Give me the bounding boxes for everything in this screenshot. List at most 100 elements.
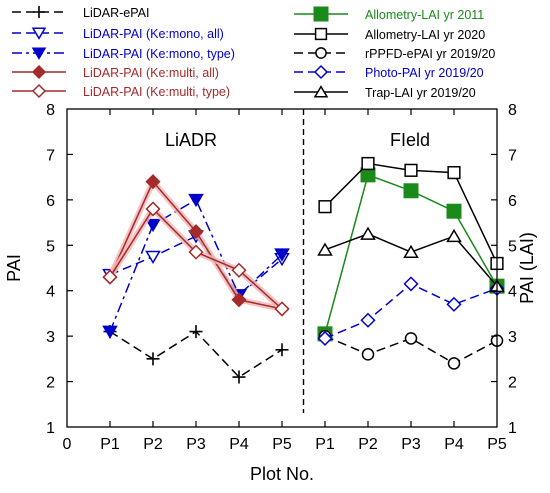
data-point-0-0-1 <box>146 352 160 366</box>
x-tick-label: P4 <box>444 436 464 453</box>
x-tick-label: P1 <box>315 436 335 453</box>
legend-marker <box>313 6 329 22</box>
data-point-0-4-3 <box>231 262 247 278</box>
x-tick-label: P3 <box>186 436 206 453</box>
legend-label: Trap-LAI yr 2019/20 <box>365 86 476 100</box>
data-point-1-3-3 <box>446 296 462 312</box>
y-tick-label-left: 3 <box>46 329 55 346</box>
data-point-0-2-2 <box>188 193 204 208</box>
y-tick-label-left: 8 <box>46 102 55 119</box>
legend-item-1-2: rPPFD-ePAI yr 2019/20 <box>294 47 495 61</box>
data-point-0-3-3 <box>231 292 247 308</box>
data-point-1-2-1 <box>361 348 375 361</box>
legend-label: rPPFD-ePAI yr 2019/20 <box>365 47 495 61</box>
legend-marker <box>314 27 328 41</box>
data-point-0-4-4 <box>274 301 290 317</box>
y-tick-label-right: 4 <box>508 284 517 301</box>
data-point-1-4-3 <box>446 228 462 243</box>
data-point-0-4-2 <box>188 244 204 260</box>
series-line-0-0 <box>109 330 283 378</box>
plot-area <box>102 156 505 384</box>
legend-marker <box>33 6 45 18</box>
x-tick-label: 0 <box>63 436 72 453</box>
legend-marker <box>313 64 329 80</box>
data-point-0-3-1 <box>145 174 161 190</box>
legend-marker <box>315 47 327 59</box>
x-tick-label: P2 <box>358 436 378 453</box>
data-point-1-4-1 <box>360 226 376 240</box>
data-point-0-4-0 <box>102 269 118 285</box>
data-point-1-1-3 <box>447 166 461 180</box>
legend-item-1-0: Allometry-LAI yr 2011 <box>294 6 484 22</box>
y-axis-title-right: PAI (LAI) <box>517 232 537 304</box>
legend-item-1-3: Photo-PAI yr 2019/20 <box>294 64 484 80</box>
y-axis-title-left: PAI <box>4 254 24 282</box>
y-tick-label-right: 8 <box>508 102 517 119</box>
data-point-1-2-2 <box>404 332 418 345</box>
data-point-0-3-2 <box>188 224 204 240</box>
legend-marker <box>31 47 47 60</box>
data-point-0-2-0 <box>102 325 118 339</box>
legend-label: LiDAR-PAI (Ke:multi, all) <box>83 66 219 80</box>
data-point-1-4-2 <box>403 244 419 259</box>
y-tick-label-right: 5 <box>508 238 517 255</box>
legend-marker <box>31 27 47 40</box>
plot-frame <box>66 108 498 428</box>
data-point-0-2-1 <box>145 218 161 233</box>
data-point-1-3-2 <box>403 276 419 292</box>
series-line-1-3 <box>324 283 498 340</box>
legend-label: Allometry-LAI yr 2020 <box>365 28 485 42</box>
x-axis-title: Plot No. <box>250 464 314 484</box>
legend-marker <box>31 64 47 80</box>
data-point-1-0-2 <box>403 183 419 199</box>
legend-label: LiDAR-PAI (Ke:mono, all) <box>83 27 224 41</box>
legend-item-0-2: LiDAR-PAI (Ke:mono, type) <box>12 47 235 61</box>
y-tick-label-right: 1 <box>508 420 517 437</box>
y-tick-label-left: 4 <box>46 284 55 301</box>
legend: LiDAR-ePAI LiDAR-PAI (Ke:mono, all) LiDAR-… <box>12 6 495 100</box>
data-point-1-0-1 <box>360 167 376 183</box>
legend-label: LiDAR-PAI (Ke:multi, type) <box>83 85 230 99</box>
y-tick-label-right: 6 <box>508 193 517 210</box>
y-tick-label-left: 1 <box>46 420 55 437</box>
data-point-1-2-3 <box>447 357 461 370</box>
data-point-0-0-2 <box>189 325 203 339</box>
legend-label: Photo-PAI yr 2019/20 <box>365 66 484 80</box>
data-point-0-1-1 <box>145 250 161 264</box>
data-point-0-4-1 <box>145 201 161 217</box>
data-point-1-4-0 <box>317 242 333 256</box>
x-tick-label: P3 <box>401 436 421 453</box>
data-point-0-0-3 <box>232 370 246 384</box>
legend-item-1-1: Allometry-LAI yr 2020 <box>294 27 485 42</box>
x-tick-label: P1 <box>100 436 120 453</box>
data-point-0-0-4 <box>275 343 289 357</box>
y-tick-label-left: 2 <box>46 375 55 392</box>
data-point-1-1-0 <box>318 200 332 214</box>
x-tick-label: P5 <box>272 436 292 453</box>
data-point-1-3-0 <box>317 330 333 346</box>
y-tick-label-left: 5 <box>46 238 55 255</box>
x-tick-label: P4 <box>229 436 249 453</box>
legend-item-1-4: Trap-LAI yr 2019/20 <box>294 85 476 100</box>
legend-label: LiDAR-PAI (Ke:mono, type) <box>83 47 235 61</box>
y-tick-label-left: 7 <box>46 147 55 164</box>
panel-label-lidar: LiADR <box>165 130 217 150</box>
y-tick-label-right: 2 <box>508 375 517 392</box>
legend-item-0-4: LiDAR-PAI (Ke:multi, type) <box>12 83 230 99</box>
data-point-1-0-3 <box>446 203 462 219</box>
axes: 1 1 2 2 3 3 4 4 5 5 6 6 7 7 8 8 0 P1 P2 P3 P4 P5 P1 P2 P3 P4 P5 Plo… <box>4 102 537 484</box>
legend-marker <box>31 83 47 99</box>
data-point-1-3-1 <box>360 312 376 328</box>
legend-item-0-0: LiDAR-ePAI <box>12 6 149 20</box>
data-point-1-1-1 <box>361 156 375 171</box>
legend-label: LiDAR-ePAI <box>83 6 149 20</box>
y-tick-label-left: 6 <box>46 193 55 210</box>
legend-label: Allometry-LAI yr 2011 <box>365 8 484 22</box>
y-tick-label-right: 7 <box>508 147 517 164</box>
legend-item-0-1: LiDAR-PAI (Ke:mono, all) <box>12 27 224 41</box>
panel-label-field: FIeld <box>390 130 430 150</box>
data-point-1-1-2 <box>404 163 418 177</box>
y-tick-label-right: 3 <box>508 329 517 346</box>
